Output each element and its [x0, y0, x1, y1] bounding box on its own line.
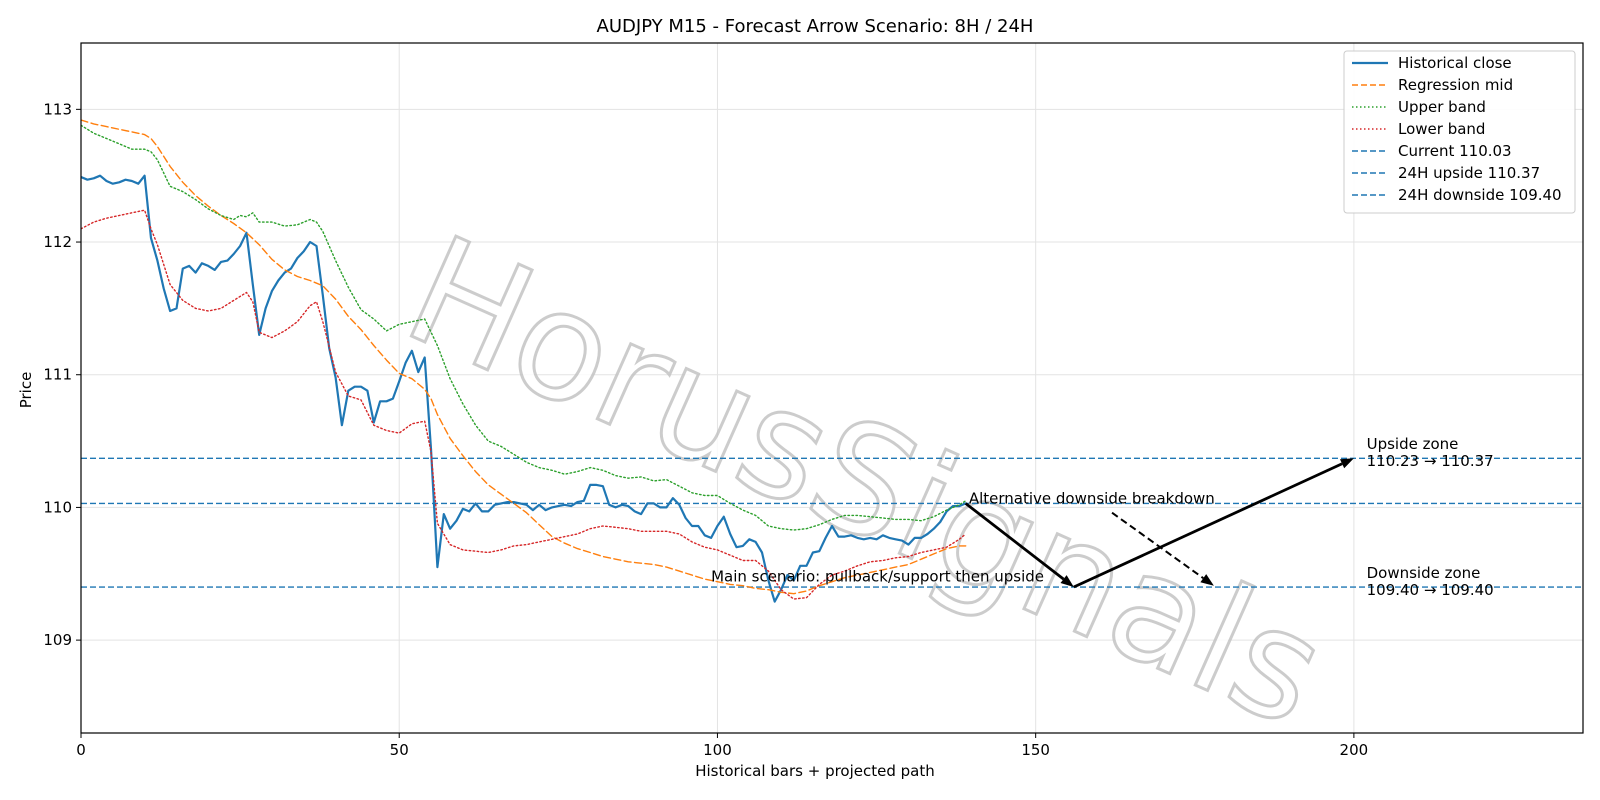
annotation-2-line-1: 110.23 → 110.37 [1367, 452, 1494, 470]
series-line-2 [81, 124, 967, 531]
legend-entry-1: Regression mid [1398, 76, 1513, 94]
legend: Historical close Regression mid Upper band… [1343, 50, 1576, 214]
legend-entry-5: 24H upside 110.37 [1398, 164, 1540, 182]
arrow-head-2 [1200, 574, 1214, 586]
x-tick-label: 200 [1340, 741, 1369, 759]
annotation-2-line-0: Upside zone [1367, 435, 1459, 453]
series-line-3 [81, 209, 967, 600]
annotation-2: Upside zone 110.23 → 110.37 [1367, 435, 1494, 470]
arrow-head-1 [1340, 458, 1354, 469]
y-axis-label: Price [17, 372, 35, 409]
x-tick-label: 150 [1021, 741, 1050, 759]
legend-entry-3: Lower band [1398, 120, 1485, 138]
legend-entry-6: 24H downside 109.40 [1398, 186, 1562, 204]
annotation-3-line-0: Downside zone [1367, 564, 1481, 582]
chart-title: AUDJPY M15 - Forecast Arrow Scenario: 8H… [597, 16, 1034, 37]
arrow-shaft-1 [1073, 462, 1343, 589]
annotations: Alternative downside breakdown Main scena… [711, 435, 1494, 599]
annotation-3-line-1: 109.40 → 109.40 [1367, 581, 1494, 599]
y-tick-label: 112 [43, 233, 72, 251]
plot-border [80, 42, 1584, 734]
plot-frame [80, 42, 1584, 734]
arrow-head-0 [1060, 575, 1074, 587]
annotation-1: Main scenario: pullback/support then ups… [711, 568, 1044, 586]
y-axis-ticks: 109 110 111 112 113 [43, 100, 81, 649]
y-tick-label: 110 [43, 498, 72, 516]
grid-lines [80, 43, 1583, 733]
reference-levels [81, 457, 1583, 588]
annotation-3: Downside zone 109.40 → 109.40 [1367, 564, 1494, 599]
arrow-shaft-0 [964, 502, 1065, 581]
legend-entry-2: Upper band [1398, 98, 1486, 116]
x-tick-label: 100 [703, 741, 732, 759]
series-lines [81, 119, 967, 603]
annotation-0: Alternative downside breakdown [969, 489, 1215, 507]
y-tick-label: 111 [43, 366, 72, 384]
legend-entry-4: Current 110.03 [1398, 142, 1512, 160]
x-tick-label: 0 [76, 741, 86, 759]
plot-background [81, 43, 1583, 733]
x-tick-label: 50 [390, 741, 409, 759]
arrow-shaft-2 [1111, 511, 1204, 579]
x-axis-label: Historical bars + projected path [695, 762, 935, 780]
series-line-1 [81, 119, 967, 595]
series-line-0 [81, 174, 967, 603]
legend-entry-0: Historical close [1398, 54, 1512, 72]
y-tick-label: 109 [43, 631, 72, 649]
y-tick-label: 113 [43, 100, 72, 118]
legend-box [1343, 50, 1576, 214]
scenario-arrows [964, 458, 1354, 589]
x-axis-ticks: 0 50 100 150 200 [76, 733, 1368, 759]
plot-area [81, 43, 1583, 733]
